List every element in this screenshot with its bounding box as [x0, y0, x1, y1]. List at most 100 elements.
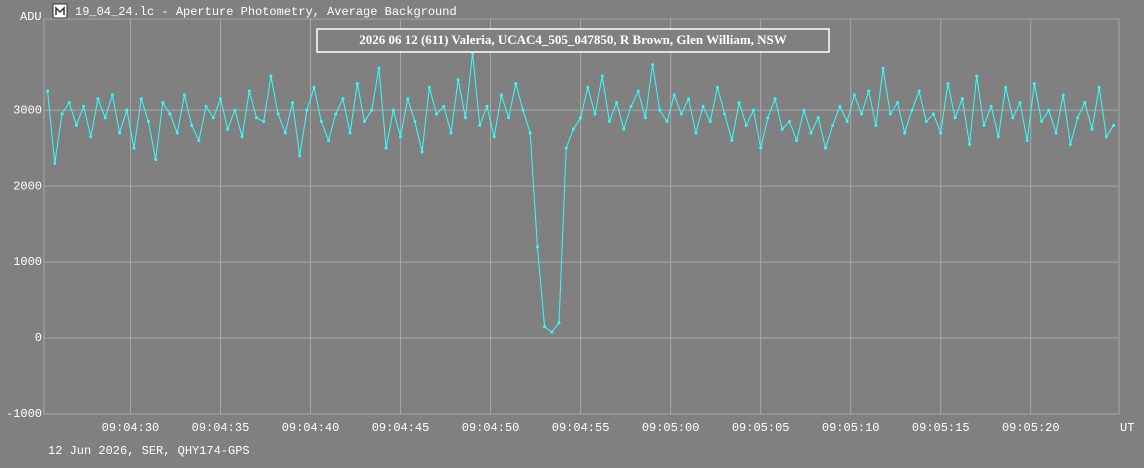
data-point [852, 93, 856, 97]
data-point [910, 108, 914, 112]
x-tick-label: 09:05:20 [1002, 421, 1060, 435]
x-tick-label: 09:04:35 [192, 421, 250, 435]
y-tick-label: -1000 [6, 407, 42, 421]
data-point [139, 97, 143, 101]
data-point [110, 93, 114, 97]
data-point [319, 120, 323, 124]
x-tick-label: 09:04:45 [372, 421, 430, 435]
data-point [1076, 116, 1080, 120]
data-point [881, 66, 885, 70]
x-axis-label: UT [1120, 421, 1134, 435]
data-point [600, 74, 604, 78]
data-point [802, 108, 806, 112]
data-point [391, 108, 395, 112]
y-axis-label: ADU [20, 10, 42, 24]
data-point [298, 154, 302, 158]
data-point [1040, 120, 1044, 124]
x-tick-label: 09:05:10 [822, 421, 880, 435]
data-point [269, 74, 273, 78]
data-point [896, 101, 900, 105]
data-point [1025, 139, 1029, 143]
data-point [161, 101, 165, 105]
data-point [521, 108, 525, 112]
data-point [593, 112, 597, 116]
data-point [67, 101, 71, 105]
data-point [535, 245, 539, 249]
data-point [240, 135, 244, 139]
data-point [363, 120, 367, 124]
data-point [795, 139, 799, 143]
data-point [888, 112, 892, 116]
data-point [190, 123, 194, 127]
data-point [629, 104, 633, 108]
data-point [456, 78, 460, 82]
data-point [507, 116, 511, 120]
data-point [442, 104, 446, 108]
data-point [463, 116, 467, 120]
data-point [1090, 127, 1094, 131]
data-point [60, 112, 64, 116]
data-point [607, 120, 611, 124]
data-point [204, 104, 208, 108]
data-point [146, 120, 150, 124]
data-point [571, 127, 575, 131]
data-point [406, 97, 410, 101]
data-point [932, 112, 936, 116]
data-point [211, 116, 215, 120]
data-point [975, 74, 979, 78]
x-tick-label: 09:05:05 [732, 421, 790, 435]
data-point [312, 85, 316, 89]
data-point [860, 112, 864, 116]
x-tick-label: 09:05:00 [642, 421, 700, 435]
data-point [384, 146, 388, 150]
data-point [550, 330, 554, 334]
x-tick-label: 09:05:15 [912, 421, 970, 435]
data-point [53, 161, 57, 165]
data-point [787, 120, 791, 124]
data-point [845, 120, 849, 124]
data-point [118, 131, 122, 135]
data-point [154, 158, 158, 162]
data-point [816, 116, 820, 120]
data-point [283, 131, 287, 135]
window-icon [52, 3, 68, 19]
data-point [276, 112, 280, 116]
data-point [723, 112, 727, 116]
data-point [917, 89, 921, 93]
data-point [615, 101, 619, 105]
data-point [218, 97, 222, 101]
data-point [370, 108, 374, 112]
data-point [579, 116, 583, 120]
data-point [867, 89, 871, 93]
data-point [341, 97, 345, 101]
x-tick-label: 09:04:55 [552, 421, 610, 435]
data-point [766, 116, 770, 120]
x-tick-label: 09:04:50 [462, 421, 520, 435]
data-point [1061, 93, 1065, 97]
data-point [996, 135, 1000, 139]
data-point [982, 123, 986, 127]
data-point [125, 108, 129, 112]
data-point [348, 131, 352, 135]
data-point [665, 120, 669, 124]
data-point [478, 123, 482, 127]
data-point [715, 85, 719, 89]
data-point [809, 131, 813, 135]
data-point [679, 112, 683, 116]
data-point [226, 127, 230, 131]
data-point [1011, 116, 1015, 120]
y-tick-label: 1000 [13, 255, 42, 269]
data-point [168, 112, 172, 116]
data-point [334, 112, 338, 116]
data-point [543, 325, 547, 329]
data-point [586, 85, 590, 89]
data-point [643, 116, 647, 120]
data-point [730, 139, 734, 143]
title-box [316, 28, 830, 53]
plot [46, 51, 1116, 334]
data-point [420, 150, 424, 154]
data-point [132, 146, 136, 150]
data-point [355, 82, 359, 86]
